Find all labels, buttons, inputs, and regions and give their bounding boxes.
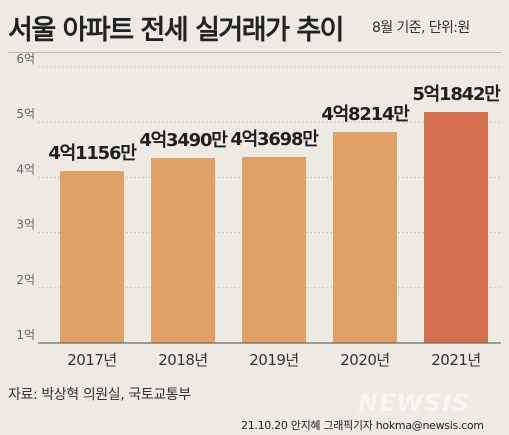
source-note: 자료: 박상혁 의원실, 국토교통부 (8, 387, 191, 403)
data-label-2018년: 4억3490만 (139, 130, 228, 151)
bar-2017년 (60, 171, 124, 343)
credit-line: 21.10.20 안지혜 그래픽기자 hokma@newsis.com (241, 419, 484, 432)
data-label-2017년: 4억1156만 (48, 143, 137, 164)
data-label-2021년: 5억1842만 (412, 84, 501, 105)
x-tick-label-2021년: 2021년 (431, 351, 480, 369)
y-tick-label-1: 1억 (16, 328, 35, 342)
data-label-2020년: 4억8214만 (321, 104, 410, 125)
bar-2019년 (242, 156, 306, 343)
x-tick-label-2018년: 2018년 (158, 351, 207, 369)
x-tick-label-2019년: 2019년 (249, 351, 298, 369)
ticks-layer: 1억 2억 3억 4억 5억 6억 (16, 52, 501, 344)
bar-2020년 (333, 132, 397, 343)
y-tick-label-6: 6억 (16, 52, 35, 66)
labels-layer: 4억1156만 2017년 4억3490만 2018년 4억3698만 2019년 4억82… (48, 84, 502, 369)
x-tick-label-2017년: 2017년 (67, 351, 116, 369)
newsis-watermark-logo: NEWSIS (358, 389, 471, 417)
y-tick-label-2: 2억 (16, 273, 35, 287)
bar-chart: 4억1156만 2017년 4억3490만 2018년 4억3698만 2019년 4억82… (16, 52, 502, 369)
x-tick-label-2020년: 2020년 (340, 351, 389, 369)
chart-subtitle: 8월 기준, 단위:원 (372, 20, 470, 36)
y-tick-label-3: 3억 (16, 218, 35, 232)
y-tick-label-4: 4억 (16, 162, 35, 176)
bar-2018년 (151, 158, 215, 343)
title-divider (8, 52, 501, 53)
y-tick-label-5: 5억 (16, 107, 35, 121)
chart-title: 서울 아파트 전세 실거래가 추이 (8, 15, 345, 46)
data-label-2019년: 4억3698만 (230, 129, 319, 150)
bars-layer (60, 112, 488, 343)
bar-2021년 (424, 112, 488, 343)
